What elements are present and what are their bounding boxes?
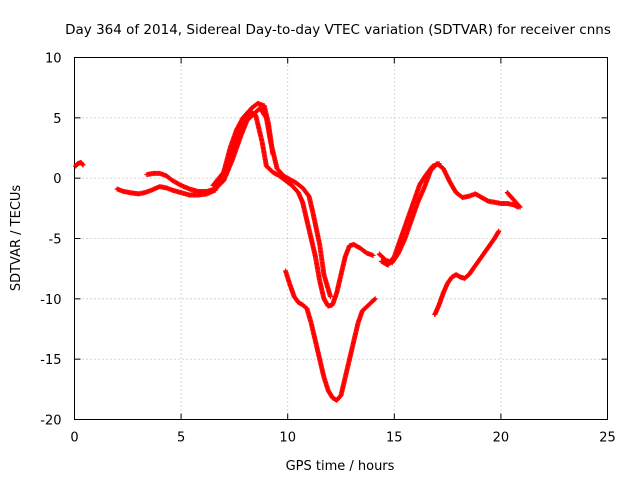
data-point [80, 162, 86, 168]
data-point [371, 297, 377, 303]
y-tick-label: -20 [40, 414, 61, 429]
grid-lines [74, 57, 608, 420]
series-segment-9 [432, 228, 502, 318]
x-tick-label: 0 [70, 431, 78, 446]
data-point [516, 203, 522, 209]
data-point [372, 296, 378, 302]
x-axis-label: GPS time / hours [286, 459, 395, 474]
chart-title: Day 364 of 2014, Sidereal Day-to-day VTE… [65, 22, 611, 38]
y-tick-label: 10 [45, 52, 62, 67]
series-segment-2 [114, 108, 376, 309]
data-point [79, 161, 85, 167]
data-point [496, 228, 502, 234]
y-tick-label: -15 [40, 353, 61, 368]
x-tick-label: 25 [599, 431, 616, 446]
series-segment-4 [210, 100, 276, 188]
y-tick-label: 0 [53, 172, 61, 187]
y-tick-label: 5 [53, 112, 61, 127]
data-point [370, 252, 376, 258]
x-tick-label: 5 [177, 431, 185, 446]
data-points [73, 100, 523, 403]
series-segment-1 [73, 159, 86, 169]
series-segment-5 [283, 268, 378, 403]
data-point [436, 161, 442, 167]
data-point [327, 293, 333, 299]
data-point [270, 151, 276, 157]
data-point [517, 204, 523, 210]
x-tick-label: 20 [493, 431, 510, 446]
x-tick-label: 10 [279, 431, 296, 446]
x-tick-label: 15 [386, 431, 403, 446]
plot-frame [74, 57, 608, 420]
y-axis-label: SDTVAR / TECUs [9, 185, 24, 292]
series-segment-7 [379, 161, 442, 268]
series-segment-8 [504, 190, 523, 210]
y-tick-label: -10 [40, 293, 61, 308]
y-tick-label: -5 [49, 233, 62, 248]
